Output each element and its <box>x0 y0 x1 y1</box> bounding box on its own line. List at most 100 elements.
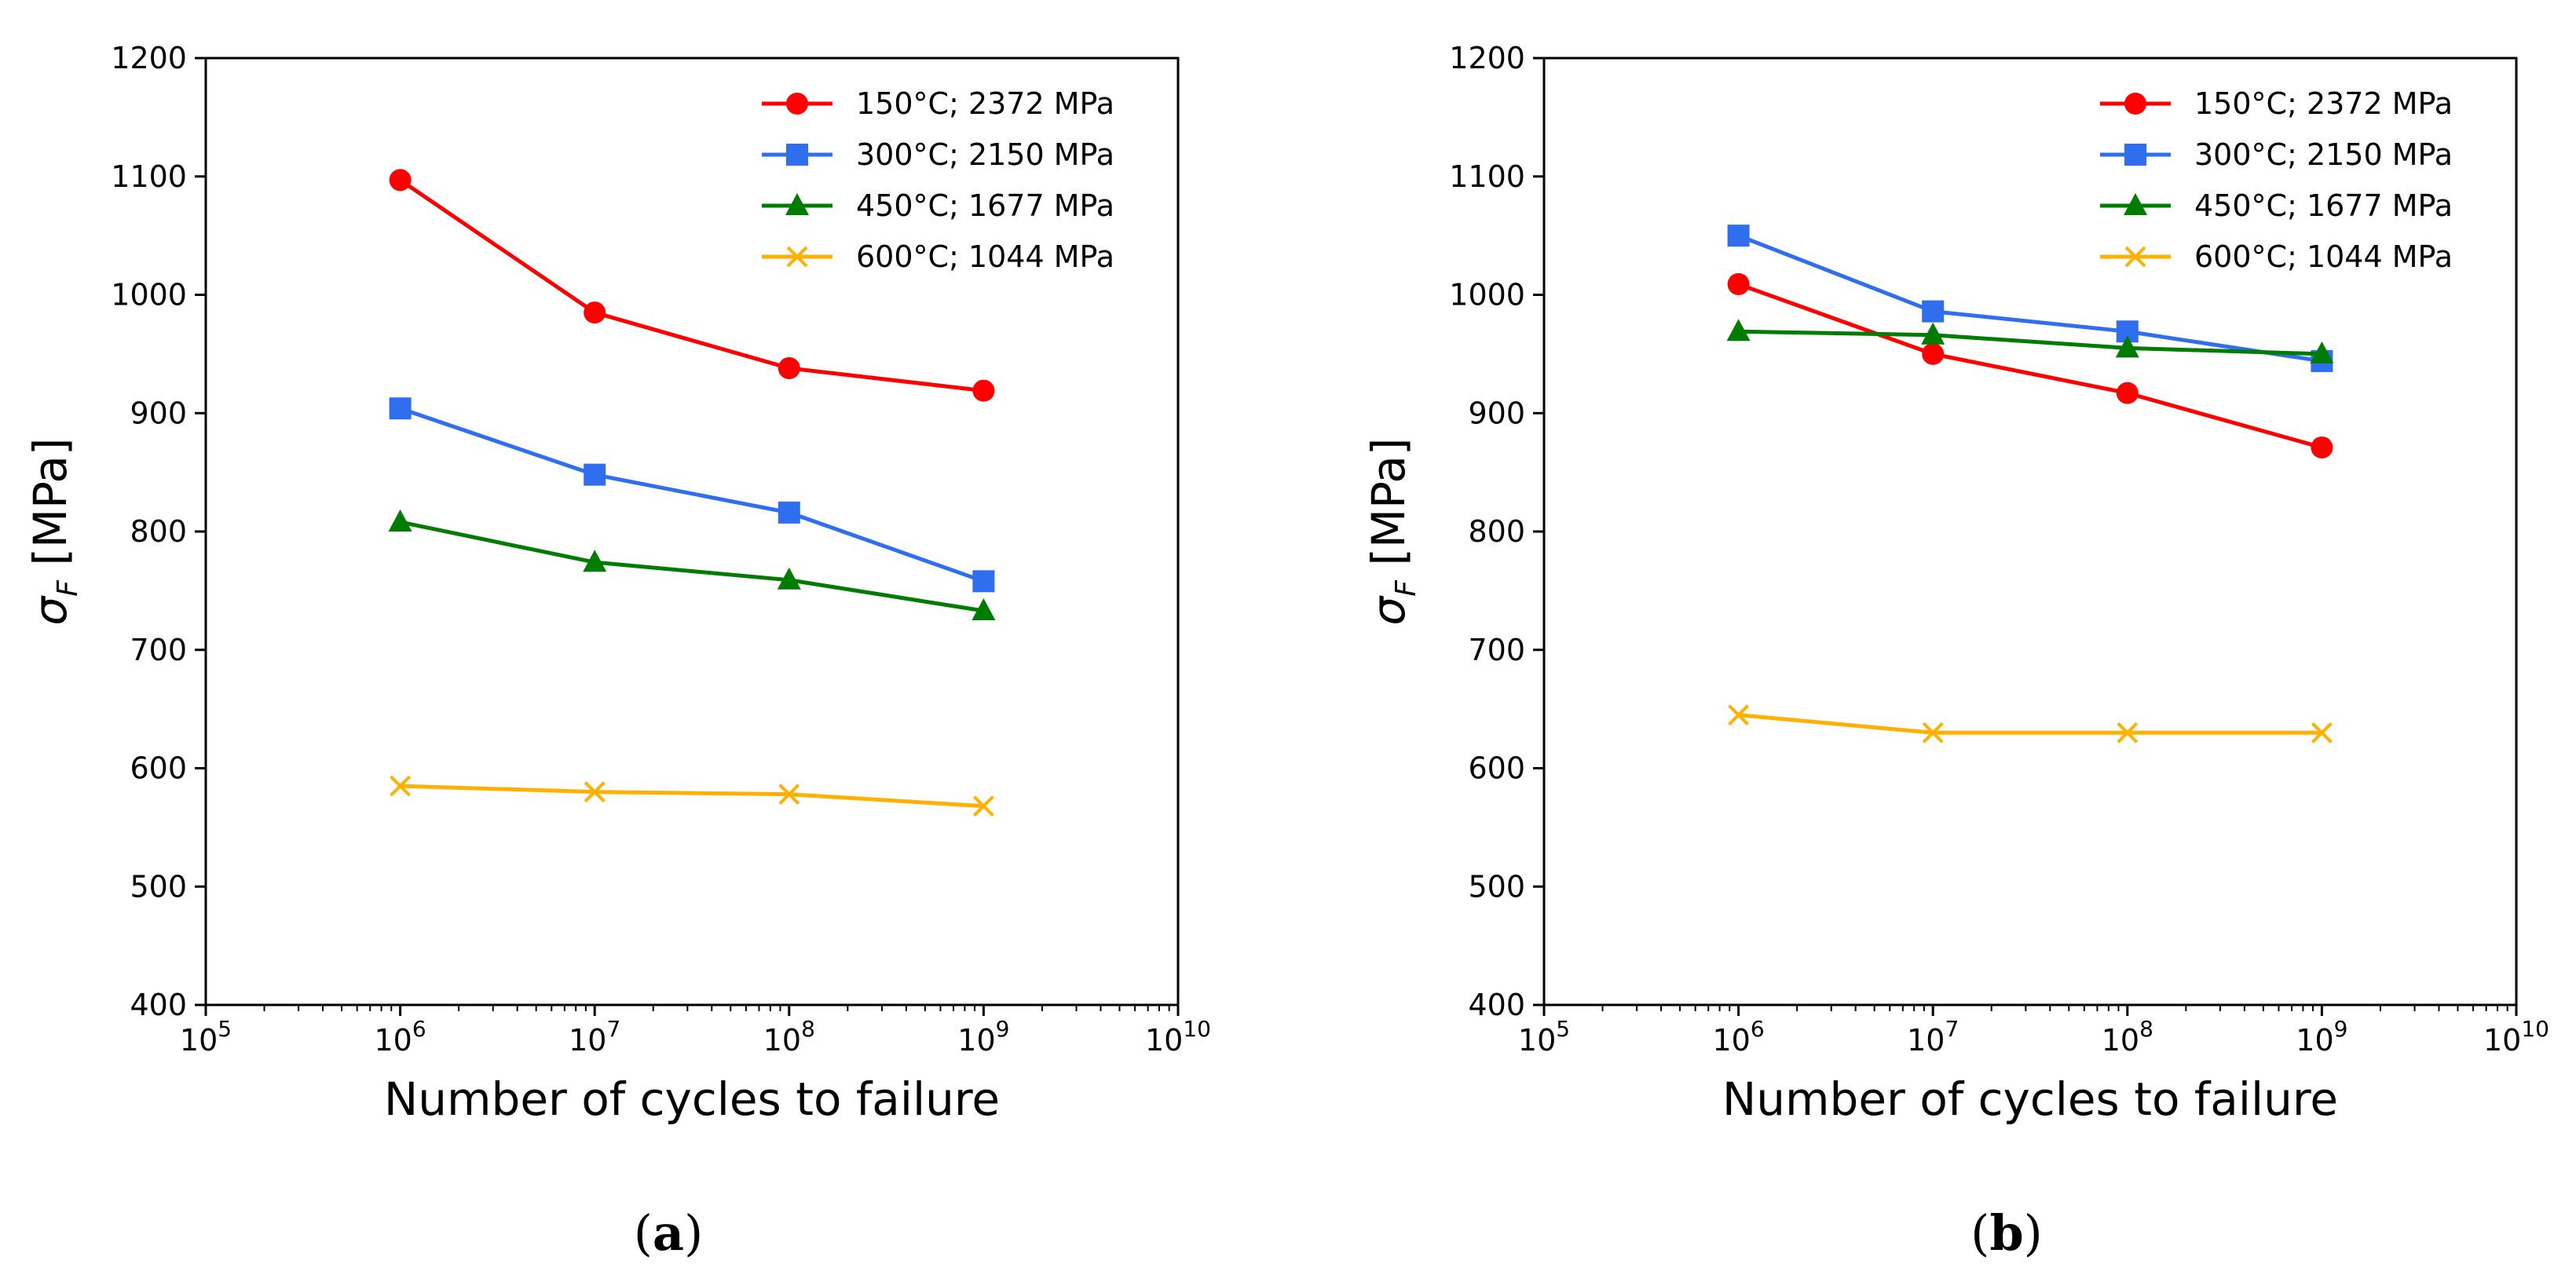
circle-marker <box>584 301 606 324</box>
triangle-marker <box>583 550 607 572</box>
y-axis-unit: [MPa] <box>1362 437 1415 580</box>
x-tick-base: 10 <box>1145 1023 1183 1058</box>
y-tick-label: 500 <box>1468 869 1525 904</box>
x-tick-base: 10 <box>375 1023 412 1058</box>
x-tick-exponent: 9 <box>2334 1016 2348 1042</box>
x-tick-exponent: 7 <box>1945 1016 1959 1042</box>
x-tick-label: 1010 <box>1145 1016 1211 1058</box>
x-tick-label: 106 <box>1713 1016 1765 1058</box>
y-tick-label: 800 <box>130 514 187 549</box>
x-tick-label: 109 <box>957 1016 1009 1058</box>
y-tick-label: 900 <box>1468 396 1525 430</box>
series-line-square <box>1737 233 2322 364</box>
y-tick-label: 600 <box>1468 751 1525 786</box>
x-tick-label: 1010 <box>2483 1016 2549 1058</box>
x-tick-base: 10 <box>2102 1023 2139 1058</box>
caption-open: ( <box>1970 1204 1989 1262</box>
circle-marker <box>1727 272 1750 295</box>
x-marker <box>390 775 412 797</box>
y-axis-symbol: σ <box>24 595 77 626</box>
panel-caption: (b) <box>1970 1204 2043 1262</box>
y-tick-label: 1000 <box>111 278 187 312</box>
x-tick-exponent: 9 <box>996 1016 1010 1042</box>
legend-label: 300°C; 2150 MPa <box>2194 137 2453 172</box>
y-axis-unit: [MPa] <box>24 437 77 580</box>
circle-marker <box>389 169 412 192</box>
y-tick-label: 1100 <box>1449 159 1525 194</box>
triangle-marker <box>1726 319 1751 342</box>
square-marker <box>389 397 412 420</box>
x-tick-exponent: 10 <box>2521 1016 2549 1042</box>
x-tick-exponent: 6 <box>1751 1016 1765 1042</box>
y-tick-label: 400 <box>130 988 187 1022</box>
y-tick-label: 700 <box>1468 633 1525 667</box>
triangle-marker <box>388 509 412 532</box>
x-tick-base: 10 <box>957 1023 995 1058</box>
x-tick-label: 108 <box>2102 1016 2153 1058</box>
x-marker <box>584 781 606 803</box>
square-marker <box>1922 300 1945 323</box>
x-tick-exponent: 6 <box>412 1016 426 1042</box>
y-axis-subscript: F <box>52 579 84 597</box>
x-tick-base: 10 <box>2483 1023 2521 1058</box>
circle-marker <box>2311 436 2333 459</box>
legend-label: 600°C; 1044 MPa <box>856 239 1114 274</box>
triangle-marker <box>2310 341 2334 364</box>
series-line-circle <box>399 178 984 393</box>
circle-marker <box>2116 382 2139 404</box>
x-tick-base: 10 <box>763 1023 801 1058</box>
y-tick-label: 1200 <box>111 41 187 75</box>
x-tick-exponent: 10 <box>1183 1016 1211 1042</box>
square-marker <box>778 501 800 524</box>
x-axis-title: Number of cycles to failure <box>384 1072 1000 1126</box>
x-tick-label: 107 <box>1907 1016 1959 1058</box>
triangle-marker <box>2124 193 2147 215</box>
y-tick-label: 400 <box>1468 988 1525 1022</box>
legend-label: 450°C; 1677 MPa <box>2194 188 2453 223</box>
circle-marker <box>778 356 800 379</box>
circle-marker <box>786 93 808 115</box>
x-axis-title: Number of cycles to failure <box>1722 1072 2338 1126</box>
x-tick-label: 108 <box>763 1016 815 1058</box>
x-marker <box>2311 722 2333 743</box>
legend: 150°C; 2372 MPa 300°C; 2150 MPa 450°C; 167… <box>2100 86 2453 274</box>
square-marker <box>972 570 995 593</box>
triangle-marker <box>1921 322 1945 345</box>
series-line-x <box>400 784 984 809</box>
triangle-marker <box>785 193 809 215</box>
y-tick-label: 900 <box>130 396 187 430</box>
x-marker <box>2124 246 2146 268</box>
x-tick-label: 105 <box>1518 1016 1570 1058</box>
panel-caption: (a) <box>634 1204 704 1262</box>
x-tick-label: 106 <box>375 1016 426 1058</box>
series-group <box>388 169 996 817</box>
legend-label: 450°C; 1677 MPa <box>856 188 1114 223</box>
series-line-triangle <box>400 520 984 613</box>
series-line-triangle <box>1738 329 2322 356</box>
x-marker <box>778 784 800 806</box>
triangle-marker <box>777 567 801 590</box>
x-tick-label: 107 <box>569 1016 620 1058</box>
series-line-circle <box>1737 282 2323 450</box>
triangle-marker <box>971 598 996 621</box>
circle-marker <box>2124 93 2146 115</box>
x-tick-exponent: 5 <box>1556 1016 1570 1042</box>
y-axis-symbol: σ <box>1362 595 1415 626</box>
y-tick-label: 700 <box>130 633 187 667</box>
x-tick-base: 10 <box>1713 1023 1751 1058</box>
x-marker <box>1728 704 1750 726</box>
x-marker <box>972 795 994 817</box>
series-group <box>1726 225 2334 743</box>
series-line-square <box>399 406 985 583</box>
x-tick-base: 10 <box>2296 1023 2333 1058</box>
square-marker <box>2124 144 2146 166</box>
square-marker <box>786 144 808 166</box>
y-tick-label: 1000 <box>1449 278 1525 312</box>
y-axis-title: σF [MPa] <box>24 437 84 625</box>
y-tick-label: 1100 <box>111 159 187 194</box>
legend: 150°C; 2372 MPa 300°C; 2150 MPa 450°C; 167… <box>762 86 1114 274</box>
x-marker <box>786 246 808 268</box>
y-tick-label: 600 <box>130 751 187 786</box>
